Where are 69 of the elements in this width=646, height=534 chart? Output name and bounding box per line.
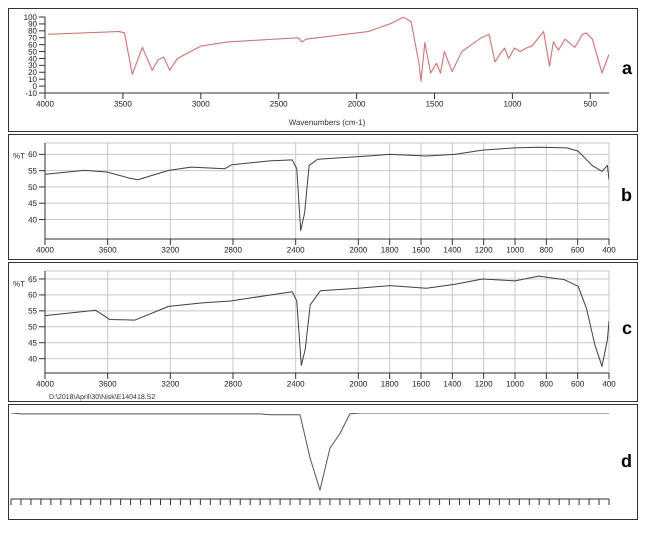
x-tick-label: 2800 <box>224 380 242 389</box>
y-tick-label: 55 <box>28 306 38 316</box>
y-tick-label: 45 <box>28 199 38 208</box>
y-tick-label: 40 <box>28 215 38 224</box>
x-tick-label: 1600 <box>412 246 430 255</box>
x-tick-label: 1000 <box>506 246 524 255</box>
line-series <box>45 276 609 367</box>
x-tick-label: 600 <box>570 246 585 255</box>
x-tick-label: 2500 <box>270 100 288 109</box>
line-series <box>48 17 609 82</box>
x-tick-label: 2000 <box>349 246 368 255</box>
y-tick-label: 30 <box>28 61 38 70</box>
y-tick-label: 20 <box>28 68 38 78</box>
y-tick-label: 10 <box>28 75 38 84</box>
line-series <box>45 146 609 232</box>
x-tick-label: 1200 <box>474 380 494 389</box>
y-tick-label: 55 <box>28 166 38 176</box>
y-tick-label: 50 <box>28 47 38 56</box>
y-tick-label: 60 <box>28 40 38 50</box>
x-tick-label: 1000 <box>504 100 522 109</box>
y-tick-label: 65 <box>28 274 38 284</box>
y-tick-label: 0 <box>32 82 38 91</box>
x-tick-label: 1400 <box>443 380 462 389</box>
y-axis-title: %T <box>13 152 26 161</box>
y-tick-label: 40 <box>28 354 38 364</box>
x-tick-label: 4000 <box>36 246 54 255</box>
y-tick-label: 50 <box>28 182 38 192</box>
y-tick-label: -10 <box>25 88 38 98</box>
y-tick-label: 80 <box>28 26 38 36</box>
text: d <box>621 450 632 472</box>
x-tick-label: 4000 <box>36 380 54 389</box>
x-tick-label: 800 <box>540 380 554 389</box>
x-tick-label: 2000 <box>349 380 368 389</box>
y-tick-label: 70 <box>28 34 38 43</box>
x-tick-label: 1800 <box>380 380 400 389</box>
x-tick-label: 3600 <box>98 246 118 255</box>
x-tick-label: 1600 <box>412 380 430 389</box>
text: a <box>622 58 632 79</box>
x-tick-label: 400 <box>602 380 616 389</box>
y-tick-label: 60 <box>28 150 38 160</box>
x-tick-label: 1800 <box>380 246 400 255</box>
x-tick-label: 1200 <box>474 246 494 255</box>
x-tick-label: 600 <box>570 380 585 389</box>
x-tick-label: 3200 <box>161 380 180 389</box>
y-tick-label: 40 <box>28 54 38 64</box>
y-tick-label: 90 <box>28 20 38 29</box>
x-tick-label: 2800 <box>224 246 242 255</box>
text: b <box>621 184 632 206</box>
y-axis-title: %T <box>13 280 26 289</box>
y-tick-label: 60 <box>28 290 38 300</box>
x-tick-label: 3200 <box>161 246 180 255</box>
y-tick-label: 45 <box>28 338 38 348</box>
x-tick-label: 500 <box>584 100 598 109</box>
x-tick-label: 3600 <box>98 380 118 389</box>
y-tick-label: 100 <box>24 12 38 22</box>
text: c <box>622 318 632 340</box>
x-tick-label: 3500 <box>114 100 132 109</box>
x-tick-label: 400 <box>602 246 616 255</box>
x-tick-label: 1500 <box>426 100 444 109</box>
x-tick-label: 4000 <box>36 100 54 109</box>
x-tick-label: 2400 <box>286 380 306 389</box>
x-tick-label: 1000 <box>506 380 524 389</box>
x-axis-title: Wavenumbers (cm-1) <box>288 118 366 127</box>
x-tick-label: 800 <box>540 246 554 255</box>
x-tick-label: 2000 <box>348 100 366 109</box>
x-tick-label: 3000 <box>192 100 210 109</box>
x-tick-label: 1400 <box>443 246 462 255</box>
y-tick-label: 50 <box>28 322 38 332</box>
x-tick-label: 2400 <box>286 246 306 255</box>
